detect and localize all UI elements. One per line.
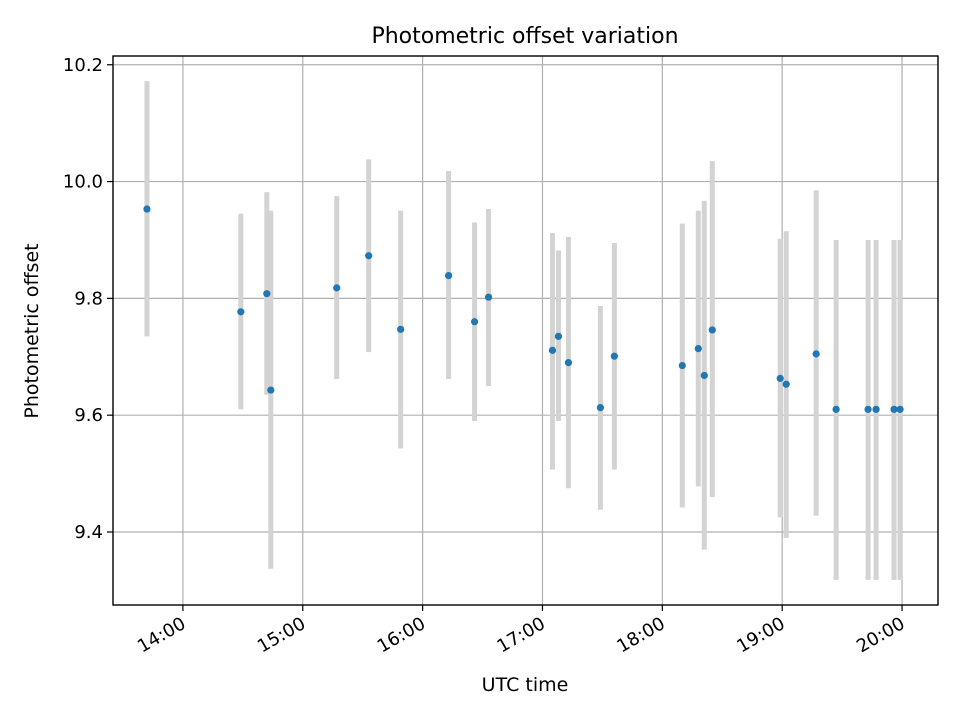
y-axis-label: Photometric offset — [21, 243, 43, 418]
plot-frame — [112, 55, 939, 606]
data-point — [890, 405, 898, 413]
data-point — [864, 405, 872, 413]
data-point — [596, 403, 605, 412]
data-point — [694, 345, 702, 353]
data-point — [267, 386, 275, 394]
data-point — [237, 308, 245, 316]
data-point — [143, 205, 151, 213]
y-tick-label: 10.0 — [63, 172, 103, 193]
chart-title: Photometric offset variation — [371, 24, 678, 49]
data-point — [365, 252, 373, 260]
data-point — [678, 361, 686, 370]
data-point — [782, 380, 790, 388]
data-point — [700, 371, 708, 380]
x-axis-label: UTC time — [482, 674, 569, 696]
data-point — [548, 346, 557, 354]
data-point — [872, 405, 880, 413]
data-point — [484, 293, 493, 301]
data-point — [470, 318, 479, 326]
data-point — [776, 374, 784, 382]
data-point — [812, 350, 820, 358]
grid — [113, 56, 938, 605]
data-point — [397, 325, 405, 333]
data-point — [610, 352, 618, 360]
y-tick-label: 9.8 — [74, 288, 103, 309]
y-tick-label: 10.2 — [63, 55, 103, 76]
data-point — [554, 332, 563, 340]
data-point — [832, 405, 840, 413]
data-point — [708, 326, 716, 334]
data-point — [896, 405, 904, 413]
data-points — [143, 205, 904, 413]
y-tick-label: 9.6 — [74, 405, 103, 426]
data-point — [263, 290, 271, 298]
y-tick-label: 9.4 — [74, 522, 103, 543]
data-point — [444, 272, 453, 280]
data-point — [564, 359, 573, 367]
data-point — [333, 284, 341, 292]
